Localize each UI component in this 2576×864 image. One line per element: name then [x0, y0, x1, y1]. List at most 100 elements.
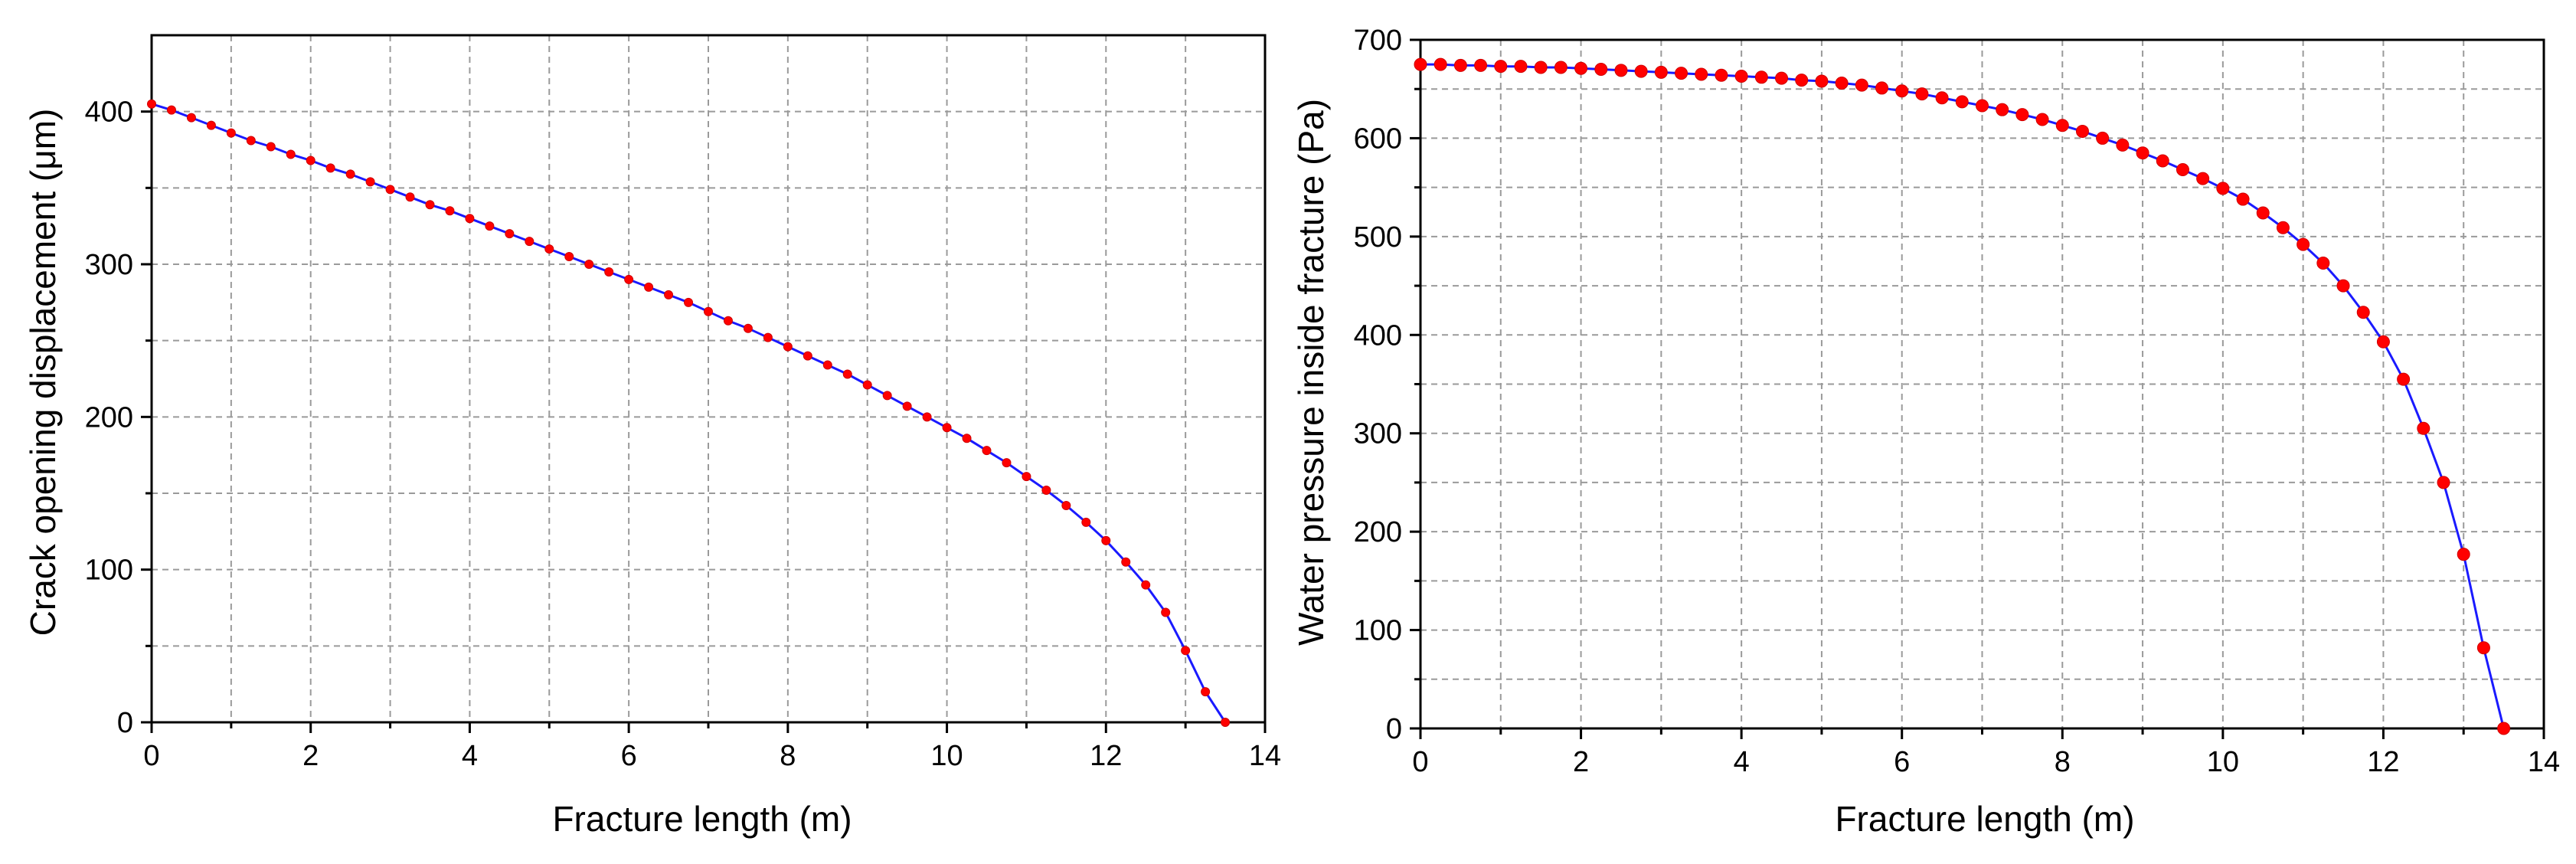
chart-1-data-point — [2376, 335, 2390, 349]
chart-1-data-point — [2497, 722, 2511, 735]
chart-1-data-point — [2256, 206, 2270, 220]
chart-1-xtick-label: 0 — [1412, 746, 1428, 778]
chart-0-data-point — [564, 252, 574, 262]
chart-0-data-point — [644, 282, 654, 292]
chart-1-data-point — [1433, 57, 1447, 71]
chart-crack-opening-displacement: Fracture length (m) Crack opening displa… — [23, 34, 1281, 839]
chart-0-data-point — [544, 244, 554, 254]
chart-1-data-point — [2015, 108, 2029, 122]
chart-0-data-point — [704, 306, 713, 316]
chart-0-data-point — [584, 260, 594, 269]
chart-0-data-point — [425, 200, 435, 210]
chart-1-data-point — [2276, 221, 2290, 234]
chart-1-data-point — [1715, 68, 1728, 82]
chart-0-data-point — [306, 155, 315, 165]
chart-0-data-point — [862, 380, 872, 390]
chart-1-data-point — [1754, 70, 1768, 84]
chart-0-data-point — [286, 149, 296, 159]
chart-0-data-point — [465, 214, 475, 224]
chart-1-data-point — [1614, 64, 1628, 77]
chart-0-data-point — [902, 401, 912, 411]
chart-1-data-point — [2156, 154, 2169, 168]
chart-0-data-point — [1022, 472, 1031, 482]
chart-0-xtick-label: 8 — [780, 740, 796, 772]
chart-1-data-point — [2196, 172, 2210, 185]
chart-0-data-point — [783, 342, 793, 352]
chart-0-data-point — [743, 323, 753, 333]
chart-1-xtick-label: 4 — [1734, 746, 1750, 778]
chart-0-data-point — [624, 274, 634, 284]
chart-0-data-point — [206, 120, 216, 130]
chart-1-data-point — [1835, 77, 1849, 90]
chart-1-xlabel: Fracture length (m) — [1835, 799, 2134, 839]
chart-0-data-point — [664, 290, 674, 299]
chart-0-data-point — [345, 169, 355, 179]
chart-1-data-point — [2096, 131, 2110, 145]
chart-1-xtick-label: 12 — [2367, 746, 2399, 778]
chart-1-ytick-label: 500 — [1354, 221, 1402, 254]
chart-0-data-point — [1201, 687, 1211, 697]
chart-0-data-point — [1141, 580, 1151, 590]
chart-0-data-point — [1041, 486, 1051, 496]
chart-1-data-point — [1453, 58, 1467, 72]
chart-0-data-point — [723, 316, 733, 326]
chart-0-ytick-label: 200 — [85, 401, 133, 434]
chart-0-data-point — [1121, 557, 1131, 567]
chart-1-data-point — [1675, 67, 1688, 80]
chart-1-data-point — [1734, 70, 1748, 83]
chart-0-data-point — [525, 237, 534, 247]
chart-1-xtick-label: 6 — [1894, 746, 1910, 778]
chart-1-data-point — [1795, 74, 1809, 87]
chart-1-xtick-label: 14 — [2528, 746, 2560, 778]
chart-0-data-point — [982, 446, 992, 456]
chart-0-xtick-label: 0 — [143, 740, 159, 772]
chart-0-data-point — [842, 369, 852, 379]
chart-water-pressure: Fracture length (m) Water pressure insid… — [1291, 25, 2560, 839]
chart-1-data-point — [2397, 372, 2411, 386]
chart-1-data-point — [1695, 67, 1708, 81]
chart-1-data-point — [2116, 138, 2130, 152]
chart-0-data-point — [1161, 607, 1171, 617]
chart-0-ytick-label: 400 — [85, 97, 133, 129]
chart-1-data-point — [2356, 306, 2370, 319]
chart-1-data-point — [2236, 192, 2250, 206]
chart-0-xtick-label: 2 — [302, 740, 319, 772]
chart-1-data-point — [2176, 163, 2189, 177]
chart-1-data-point — [2035, 113, 2049, 126]
chart-1-data-point — [2417, 421, 2431, 435]
chart-0-data-point — [1081, 517, 1091, 527]
chart-1-data-point — [1855, 78, 1868, 92]
chart-1-data-point — [1955, 95, 1969, 109]
chart-1-data-point — [1494, 60, 1508, 74]
chart-0-data-point — [882, 391, 892, 401]
chart-0-series-line — [151, 103, 1227, 723]
chart-1-ytick-label: 0 — [1386, 713, 1402, 745]
chart-0-data-point — [962, 434, 972, 443]
chart-1-xtick-label: 2 — [1573, 746, 1589, 778]
chart-1-data-point — [1654, 65, 1668, 79]
chart-1-data-point — [1915, 87, 1929, 101]
chart-0-data-point — [942, 423, 952, 433]
chart-0-data-point — [1101, 535, 1111, 545]
chart-1-ytick-label: 300 — [1354, 418, 1402, 450]
chart-1-data-point — [1574, 61, 1588, 75]
chart-1-ytick-label: 200 — [1354, 516, 1402, 548]
chart-1-ytick-label: 400 — [1354, 319, 1402, 352]
chart-0-xtick-label: 6 — [621, 740, 637, 772]
chart-0-data-point — [1221, 718, 1231, 727]
chart-0-data-point — [445, 206, 455, 216]
chart-0-data-point — [166, 105, 176, 115]
chart-0-data-point — [246, 136, 256, 146]
chart-1-data-point — [1895, 84, 1909, 98]
chart-1-data-point — [1935, 91, 1949, 105]
chart-1-data-point — [2336, 279, 2350, 293]
chart-0-ytick-label: 100 — [85, 555, 133, 587]
chart-1-ytick-label: 700 — [1354, 25, 1402, 57]
chart-0-data-point — [266, 142, 276, 152]
chart-1-data-point — [1815, 74, 1829, 88]
chart-1-data-point — [2136, 146, 2149, 160]
chart-0-data-point — [1181, 646, 1191, 656]
chart-1-data-point — [1514, 60, 1528, 74]
chart-0-data-point — [385, 185, 395, 195]
chart-0-data-point — [1061, 500, 1071, 510]
